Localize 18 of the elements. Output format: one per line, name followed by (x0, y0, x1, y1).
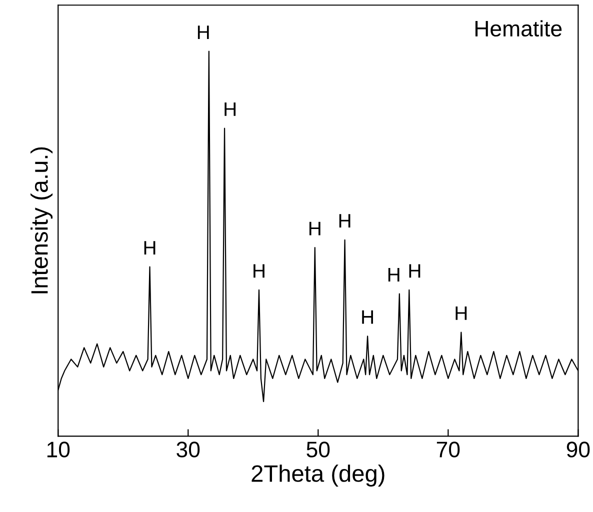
annotation: H (254, 264, 264, 278)
annotation: H (456, 306, 467, 320)
annotation: H (309, 222, 320, 236)
x-tick-label: 30 (176, 442, 200, 458)
x-tick-label: 10 (47, 442, 70, 458)
annotation: H (339, 214, 350, 228)
annotation: H (409, 264, 420, 278)
annotation: H (388, 268, 400, 282)
annotation: H (144, 241, 156, 254)
x-axis-title: 2Theta (deg) (252, 464, 384, 487)
y-axis-title: Intensity (a.u.) (30, 147, 53, 294)
annotation: H (224, 102, 236, 116)
x-tick-label: 70 (436, 442, 460, 458)
x-tick-label: 90 (566, 442, 590, 458)
text: Hematite (475, 20, 562, 37)
x-tick-label: 50 (306, 442, 330, 458)
annotation: H (198, 26, 209, 39)
annotation: H (362, 310, 373, 324)
